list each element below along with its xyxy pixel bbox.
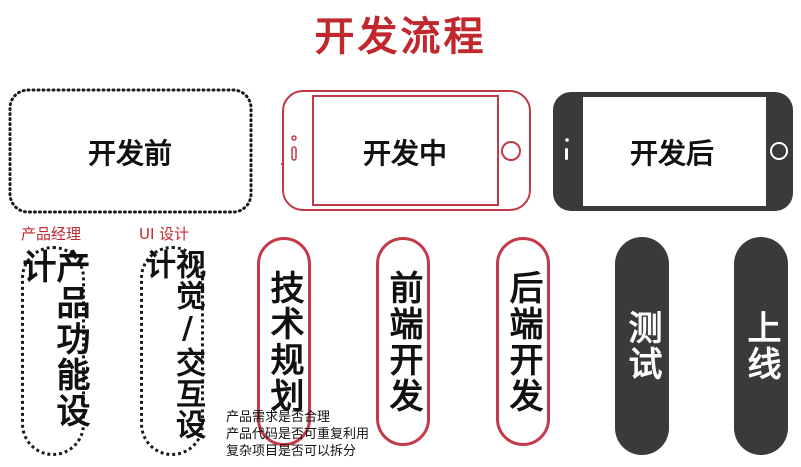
page-title: 开发流程 — [314, 14, 487, 60]
phase-during-label: 开发中 — [363, 137, 448, 170]
task-frontend-dev: 前端开发 — [376, 237, 430, 446]
task-label: 前端开发 — [383, 269, 423, 414]
task-label: 后端开发 — [503, 269, 543, 414]
note-item: 产品代码是否可重复利用 — [226, 427, 370, 442]
phase-before-label: 开发前 — [88, 137, 173, 170]
task-visual-interaction-design: 视觉/交互设计 — [140, 246, 205, 456]
phase-after-label: 开发后 — [630, 137, 715, 170]
note-item: 复杂项目是否可以拆分 — [226, 444, 357, 459]
task-label: 测试 — [622, 310, 662, 382]
role-product-manager: 产品经理 — [21, 225, 82, 243]
planning-notes: 产品需求是否合理 产品代码是否可重复利用 复杂项目是否可以拆分 — [226, 409, 369, 460]
note-item: 产品需求是否合理 — [226, 410, 331, 425]
task-label: 技术规划 — [264, 269, 304, 414]
task-product-design: 产品功能设计 — [16, 246, 90, 456]
role-ui-designer: UI 设计 — [139, 225, 190, 243]
task-backend-dev: 后端开发 — [496, 237, 550, 446]
task-label: 产品功能设计 — [16, 249, 90, 429]
task-label: 上线 — [741, 310, 781, 382]
task-tech-planning: 技术规划 — [257, 237, 311, 446]
task-launch: 上线 — [734, 237, 788, 455]
task-label: 视觉/交互设计 — [140, 249, 205, 440]
task-testing: 测试 — [615, 237, 669, 455]
